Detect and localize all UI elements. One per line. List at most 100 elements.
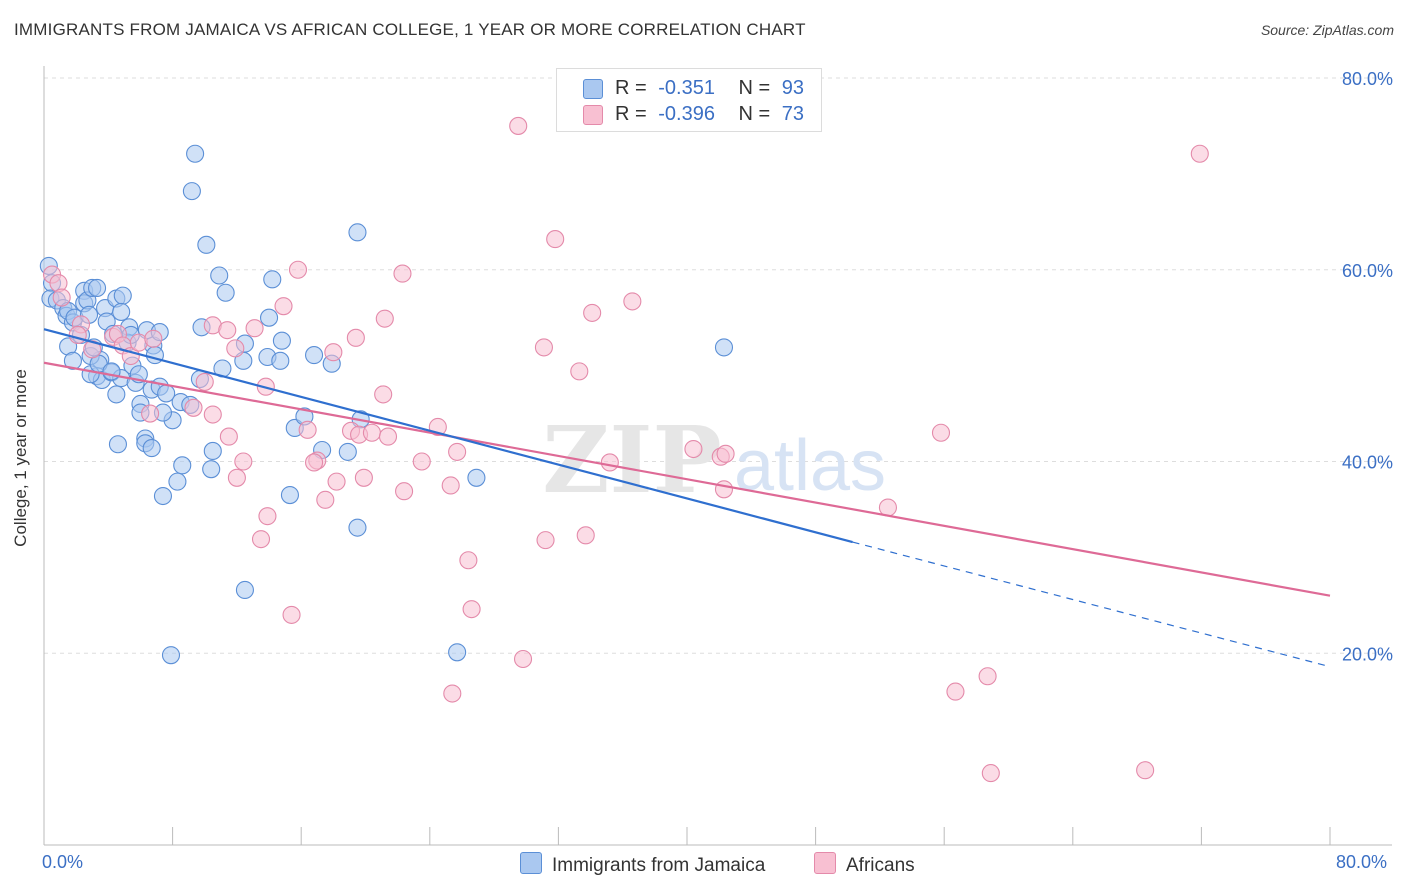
data-point [218,321,237,340]
data-point [227,468,246,487]
axes [43,66,1392,846]
trend-line-africans [43,361,1331,597]
x-tick-label-min: 0.0% [42,852,84,872]
data-point [362,423,381,442]
data-point [978,667,997,686]
data-point [583,303,602,322]
data-point [1136,761,1155,780]
data-point [393,264,412,283]
legend-r-value: -0.396 [658,103,715,125]
data-point [197,235,216,254]
data-point [113,286,132,305]
data-point [600,453,619,472]
data-point [102,362,121,381]
data-point [274,297,293,316]
data-point [354,468,373,487]
data-point [375,309,394,328]
data-point [305,346,324,365]
data-point [173,456,192,475]
data-point [288,260,308,279]
legend-r-value: -0.351 [658,77,715,99]
data-point [112,302,131,321]
bottom-legend-africans: Africans [814,852,915,877]
data-point [280,486,299,505]
bottom-legend-swatch-pink [814,852,836,874]
y-tick-label: 40.0% [1342,453,1393,473]
data-point [305,453,324,472]
data-point [298,420,317,439]
data-point [395,482,414,501]
data-point [87,278,107,298]
data-point [144,329,163,348]
data-point [546,230,565,249]
data-point [324,343,343,362]
data-point [513,649,533,669]
y-tick-label: 60.0% [1342,261,1393,281]
trend-line-jamaica [43,328,853,544]
data-point [272,331,291,350]
data-point [981,764,1000,783]
data-point [234,452,253,471]
data-point [245,319,264,338]
data-point [374,385,393,404]
legend-n-value: 93 [781,77,805,99]
data-point [534,338,553,357]
data-point [251,530,271,549]
data-point [108,435,127,454]
data-point [195,372,214,391]
chart-title: IMMIGRANTS FROM JAMAICA VS AFRICAN COLLE… [14,20,806,39]
data-point [168,472,187,491]
data-point [184,398,203,417]
data-point [107,385,126,404]
data-point [536,531,555,550]
data-point [714,338,734,357]
data-point [226,339,245,358]
data-point [448,442,467,461]
bottom-legend-jamaica: Immigrants from Jamaica [520,852,765,877]
data-point [716,444,735,463]
data-point [68,325,87,344]
y-axis-label: College, 1 year or more [11,369,31,547]
chart-source: Source: ZipAtlas.com [1260,22,1394,38]
legend-r-label: R = [615,77,647,99]
trend-lines [43,328,1331,668]
data-point [467,468,486,487]
x-tick-label-max: 80.0% [1336,852,1388,872]
data-point [142,439,161,458]
data-point [161,646,181,665]
data-point [576,526,595,545]
y-tick-label: 80.0% [1342,69,1393,89]
data-point [182,182,201,201]
legend-n-value: 73 [781,103,805,125]
data-point [946,682,965,701]
data-point [258,507,277,526]
data-point [327,472,346,491]
data-point [714,480,734,499]
legend: R = -0.351 N = 93 R = -0.396 N = 73 [556,68,822,132]
series-africans-points [42,116,1209,783]
series-jamaica-points [39,144,734,665]
watermark-atlas: atlas [734,426,886,506]
data-point [203,405,222,424]
legend-swatch-blue [583,79,603,99]
legend-r-label: R = [615,103,647,125]
gridlines [44,77,1392,654]
data-point [141,404,160,423]
data-point [509,116,528,135]
data-point [378,427,398,446]
y-tick-labels: 20.0% 40.0% 60.0% 80.0% [1342,69,1393,664]
legend-swatch-pink [583,105,603,125]
data-point [282,605,301,624]
data-point [271,351,290,370]
bottom-legend-label: Immigrants from Jamaica [552,855,766,876]
data-point [441,476,460,495]
data-point [348,518,367,537]
trend-line-jamaica-extension [852,541,1331,668]
data-point [348,223,367,242]
data-point [448,643,467,662]
data-point [570,362,589,381]
y-axis-label-text: College, 1 year or more [11,369,30,547]
bottom-legend-label: Africans [846,855,915,876]
data-point [412,452,431,471]
